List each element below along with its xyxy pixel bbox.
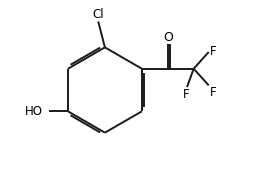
Text: F: F <box>183 88 189 101</box>
Text: F: F <box>210 86 216 99</box>
Text: HO: HO <box>25 105 43 118</box>
Text: F: F <box>210 45 216 58</box>
Text: O: O <box>163 31 173 44</box>
Text: Cl: Cl <box>92 8 104 21</box>
